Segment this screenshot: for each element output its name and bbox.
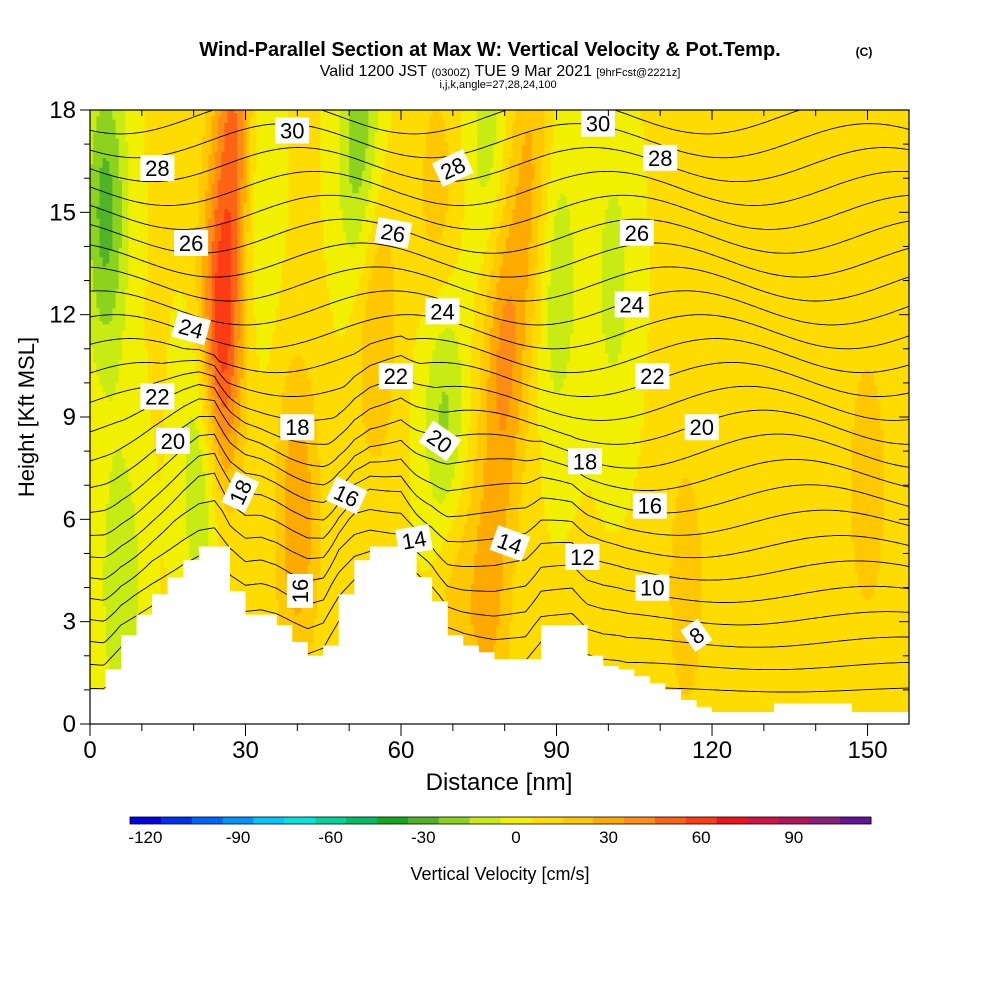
chart-title: Wind-Parallel Section at Max W: Vertical… xyxy=(199,39,780,61)
valid-prefix: Valid 1200 JST xyxy=(320,63,428,80)
valid-utc: (0300Z) xyxy=(432,67,471,79)
copyright-mark: (C) xyxy=(856,45,873,59)
grid-indices: i,j,k,angle=27,28,24,100 xyxy=(439,79,556,91)
valid-time-line: Valid 1200 JST (0300Z) TUE 9 Mar 2021 [9… xyxy=(320,63,681,80)
valid-date: TUE 9 Mar 2021 xyxy=(474,63,591,80)
forecast-tag: [9hrFcst@2221z] xyxy=(596,67,680,79)
